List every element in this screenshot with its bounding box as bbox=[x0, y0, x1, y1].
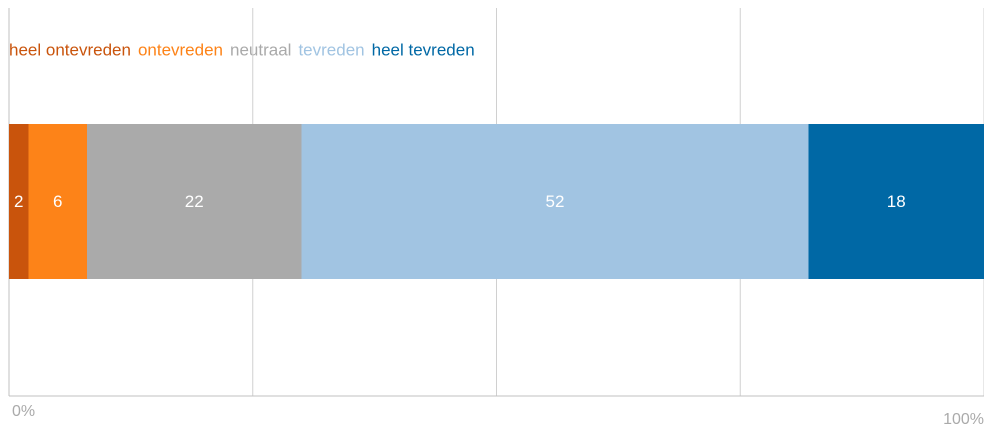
legend-item: neutraal bbox=[230, 40, 291, 59]
bar-segment bbox=[808, 124, 984, 279]
legend-item: heel tevreden bbox=[372, 40, 475, 59]
data-label: 22 bbox=[185, 192, 204, 211]
bar-segment bbox=[28, 124, 87, 279]
bar-segment bbox=[301, 124, 809, 279]
legend: heel ontevreden ontevreden neutraal tevrede… bbox=[9, 40, 475, 59]
data-label: 2 bbox=[14, 192, 23, 211]
bar-segment bbox=[9, 124, 29, 279]
data-label: 52 bbox=[546, 192, 565, 211]
legend-item: ontevreden bbox=[138, 40, 223, 59]
x-tick-label: 100% bbox=[943, 411, 984, 428]
bar-segment bbox=[87, 124, 302, 279]
data-label: 18 bbox=[887, 192, 906, 211]
legend-item: heel ontevreden bbox=[9, 40, 131, 59]
data-label: 6 bbox=[53, 192, 62, 211]
x-tick-label: 0% bbox=[12, 403, 35, 420]
legend-item: tevreden bbox=[298, 40, 364, 59]
